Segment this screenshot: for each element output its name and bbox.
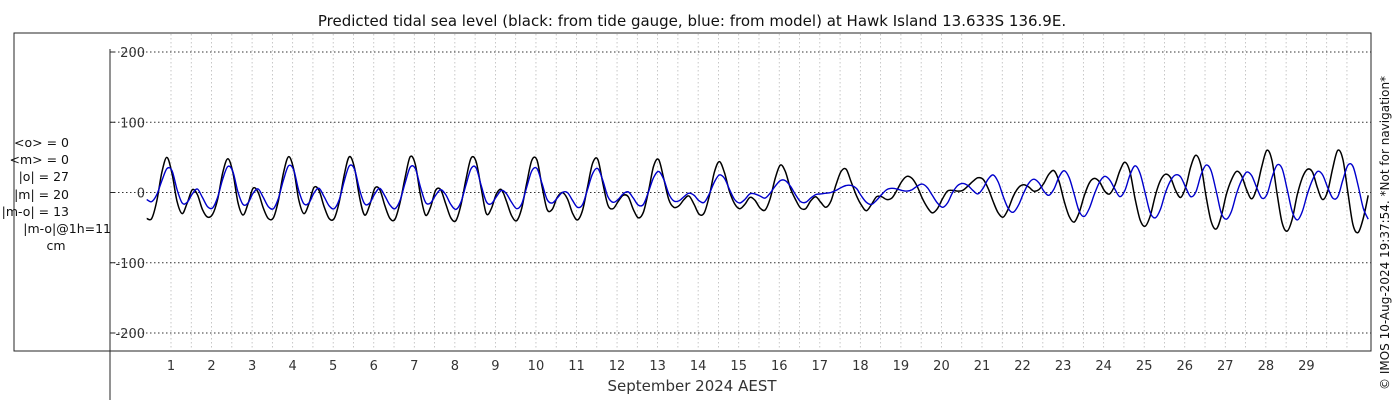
x-tick-label: 12 [609, 359, 626, 374]
x-tick-label: 14 [690, 359, 707, 374]
x-tick-label: 26 [1176, 359, 1193, 374]
y-tick-label: -200 [115, 327, 145, 342]
stat-abs-difference: |m-o| = 13 [1, 203, 69, 219]
x-tick-label: 25 [1136, 359, 1153, 374]
x-axis-label: September 2024 AEST [607, 377, 777, 395]
y-tick-label: -100 [115, 257, 145, 272]
x-tick-label: 24 [1095, 359, 1112, 374]
copyright-notice: © IMOS 10-Aug-2024 19:37:54. *Not for na… [1378, 75, 1392, 390]
x-tick-label: 21 [974, 359, 991, 374]
stat-abs-observed: |o| = 27 [18, 169, 69, 185]
y-ticks: -200 -100 0 100 200 [110, 46, 145, 342]
stat-mean-observed: <o> = 0 [14, 135, 69, 150]
x-tick-label: 9 [491, 359, 499, 374]
x-tick-label: 4 [289, 359, 297, 374]
x-tick-label: 5 [329, 359, 337, 374]
x-tick-label: 19 [893, 359, 910, 374]
series-observed-line [146, 149, 1369, 234]
x-tick-label: 28 [1258, 359, 1275, 374]
x-tick-label: 8 [451, 359, 459, 374]
stat-abs-difference-1h: |m-o|@1h=11 [23, 221, 111, 237]
stat-abs-model: |m| = 20 [14, 186, 69, 202]
series-group [146, 149, 1369, 234]
x-tick-label: 18 [852, 359, 869, 374]
x-tick-label: 17 [812, 359, 829, 374]
x-tick-label: 13 [649, 359, 666, 374]
x-tick-label: 11 [568, 359, 585, 374]
x-tick-label: 15 [730, 359, 747, 374]
y-tick-label: 200 [120, 46, 145, 61]
x-tick-label: 2 [207, 359, 215, 374]
x-tick-label: 22 [1014, 359, 1031, 374]
x-tick-label: 1 [167, 359, 175, 374]
x-tick-label: 27 [1217, 359, 1234, 374]
y-tick-label: 100 [120, 116, 145, 131]
stat-unit: cm [46, 238, 66, 254]
x-tick-label: 16 [771, 359, 788, 374]
x-tick-label: 6 [370, 359, 378, 374]
x-tick-label: 7 [410, 359, 418, 374]
x-tick-label: 20 [933, 359, 950, 374]
x-tick-label: 10 [528, 359, 545, 374]
x-tick-label: 23 [1055, 359, 1072, 374]
stat-mean-model: <m> = 0 [9, 152, 70, 168]
chart-title: Predicted tidal sea level (black: from t… [318, 12, 1066, 30]
x-tick-label: 3 [248, 359, 256, 374]
y-tick-label: 0 [137, 187, 145, 202]
x-tick-label: 29 [1298, 359, 1315, 374]
plot-frame [13, 32, 1372, 352]
stats-panel: <o> = 0 <m> = 0 |o| = 27 |m| = 20 |m-o| … [0, 134, 112, 254]
x-ticks: 1 2 3 4 5 6 7 8 9 10 11 12 13 14 15 16 17 18 19 20 21 22 23 24 2… [167, 359, 1315, 374]
series-model-line [146, 162, 1369, 221]
x-gridlines [170, 34, 1348, 350]
